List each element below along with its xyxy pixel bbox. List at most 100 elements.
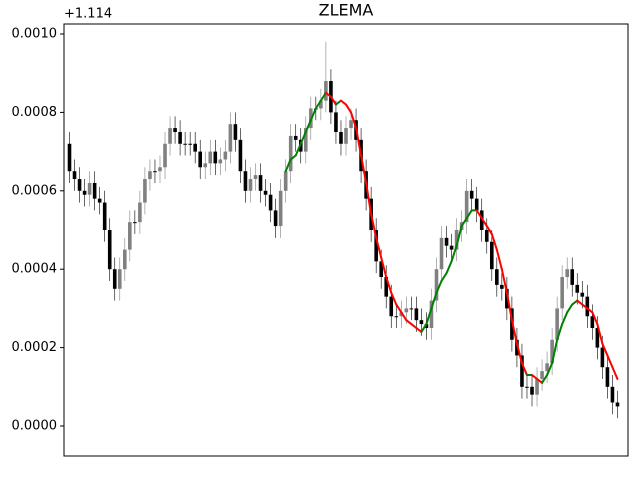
candle-body: [319, 100, 323, 109]
candle-body: [419, 320, 424, 325]
candle-body: [72, 171, 77, 180]
zlema-segment: [339, 99, 347, 106]
zlema-segment: [475, 209, 483, 220]
candle-body: [474, 198, 479, 211]
candle-body: [303, 128, 308, 152]
candle-body: [258, 175, 263, 191]
candle-body: [545, 363, 549, 372]
zlema-segment: [601, 342, 609, 357]
zlema-segment: [380, 256, 388, 279]
zlema-segment: [495, 248, 503, 271]
candle-body: [183, 143, 187, 145]
candle-body: [540, 371, 544, 379]
candle-body: [399, 312, 404, 317]
candle-body: [520, 355, 524, 387]
zlema-segment: [551, 338, 559, 365]
candle-body: [489, 241, 494, 270]
zlema-segment: [350, 111, 358, 130]
zlema-segment: [435, 279, 443, 294]
zlema-segment: [490, 232, 498, 251]
candle-body: [444, 237, 449, 246]
zlema-segment: [375, 236, 383, 259]
candle-body: [505, 288, 509, 309]
candle-body: [107, 230, 112, 270]
candle-body: [610, 386, 615, 403]
zlema-segment: [299, 131, 307, 145]
chart-title: ZLEMA: [319, 1, 374, 20]
candle-body: [77, 179, 82, 191]
candle-body: [213, 151, 218, 164]
zlema-segment: [591, 311, 599, 326]
candle-body: [374, 230, 378, 262]
candle-body: [525, 386, 529, 388]
candle-body: [500, 284, 504, 289]
y-tick-label: 0.0002: [12, 340, 58, 355]
candle-body: [424, 324, 429, 329]
candle-body: [112, 269, 117, 289]
candle-body: [288, 135, 293, 172]
candle-body: [128, 222, 132, 250]
candle-body: [208, 151, 213, 164]
zlema-segment: [425, 307, 433, 326]
candle-body: [238, 139, 243, 172]
zlema-segment: [284, 158, 292, 173]
candle-body: [253, 175, 258, 180]
zlema-segment: [370, 213, 378, 239]
candle-body: [379, 261, 383, 278]
zlema-segment: [395, 303, 403, 314]
candle-body: [324, 81, 328, 101]
candle-body: [404, 308, 409, 313]
candle-body: [349, 120, 353, 129]
zlema-segment: [460, 217, 468, 228]
zlema-segment: [546, 362, 554, 377]
candle-body: [535, 378, 539, 395]
candle-body: [102, 202, 107, 231]
zlema-segment: [500, 268, 508, 294]
candle-body: [233, 124, 238, 140]
candle-body: [92, 182, 97, 199]
zlema-segment: [611, 366, 619, 380]
zlema-segment: [365, 181, 373, 216]
y-tick-label: 0.0008: [12, 105, 58, 120]
candle-body: [454, 230, 459, 250]
candle-body: [585, 296, 590, 317]
candle-body: [82, 190, 87, 195]
candle-body: [223, 151, 228, 160]
zlema-segment: [596, 323, 604, 345]
candle-body: [600, 347, 605, 368]
zlema-segment: [289, 154, 297, 161]
candle-body: [469, 190, 474, 199]
zlema-segment: [385, 276, 393, 294]
candle-body: [158, 167, 162, 172]
candle-body: [484, 230, 489, 242]
candle-body: [218, 159, 223, 164]
zlema-segment: [309, 107, 317, 122]
candle-body: [153, 171, 157, 173]
candle-body: [148, 171, 152, 180]
candle-body: [248, 179, 253, 191]
candle-body: [580, 292, 585, 297]
zlema-segment: [410, 323, 418, 330]
zlema-segment: [324, 91, 332, 98]
candle-body: [188, 143, 192, 145]
candle-body: [605, 367, 610, 387]
candle-body: [168, 128, 172, 144]
candle-body: [409, 308, 414, 310]
zlema-segment: [520, 362, 528, 377]
candle-body: [193, 143, 197, 152]
zlema-segment: [319, 91, 327, 102]
zlema-segment: [400, 311, 408, 322]
candle-body: [570, 269, 575, 285]
zlema-segment: [430, 291, 438, 310]
zlema-segment: [510, 319, 518, 345]
candle-body: [615, 402, 620, 407]
candle-body: [97, 198, 102, 203]
candle-body: [479, 210, 484, 231]
zlema-segment: [445, 260, 453, 275]
candle-body: [464, 190, 469, 223]
zlema-segment: [581, 303, 589, 310]
y-tick-label: 0.0010: [12, 26, 58, 41]
candle-body: [263, 190, 268, 195]
zlema-segment: [360, 154, 368, 184]
